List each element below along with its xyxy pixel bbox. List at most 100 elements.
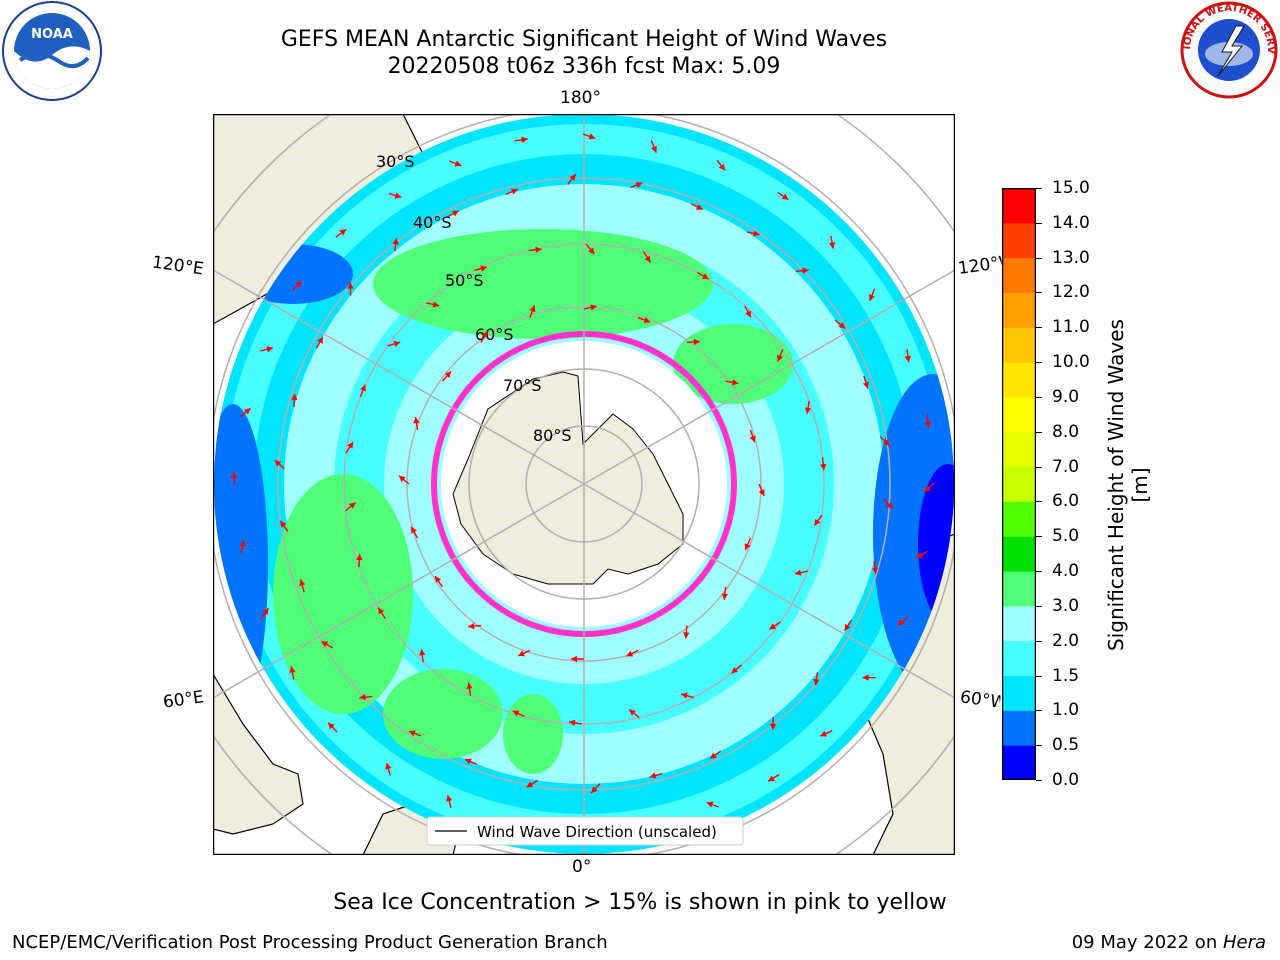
lat-label-40s: 40°S bbox=[413, 213, 452, 232]
wave-arrow-head bbox=[393, 340, 401, 348]
wave-arrow-head bbox=[701, 273, 709, 280]
wave-arrow-head bbox=[828, 242, 836, 249]
colorbar-segment bbox=[1002, 327, 1036, 363]
wave-arrow-head bbox=[794, 569, 802, 576]
latitude-labels: 30°S 40°S 50°S 60°S 70°S 80°S bbox=[376, 152, 572, 445]
wave-arrow-head bbox=[769, 623, 777, 630]
wave-arrow-head bbox=[886, 502, 893, 509]
wave-arrow-head bbox=[419, 649, 426, 656]
wave-arrow-head bbox=[838, 322, 846, 329]
colorbar-tick-label: 12.0 bbox=[1052, 282, 1090, 303]
wave-arrow-head bbox=[588, 133, 596, 140]
colorbar-tick-mark bbox=[1036, 640, 1042, 642]
colorbar-tick-mark bbox=[1036, 605, 1042, 607]
colorbar-tick-label: 3.0 bbox=[1052, 595, 1080, 616]
wave-arrow-head bbox=[706, 801, 714, 808]
wave-arrow-head bbox=[591, 786, 598, 793]
colorbar-tick-label: 15.0 bbox=[1052, 178, 1090, 198]
sea-ice-note: Sea Ice Concentration > 15% is shown in … bbox=[333, 890, 947, 915]
wave-arrow-head bbox=[758, 489, 765, 496]
wave-arrow-head bbox=[468, 622, 475, 630]
wave-arrow-head bbox=[749, 435, 756, 443]
date-text: 09 May 2022 on bbox=[1071, 932, 1223, 953]
wave-arrow-head bbox=[568, 719, 576, 727]
wave-arrow-head bbox=[718, 163, 726, 171]
wave-arrow-head bbox=[347, 282, 354, 289]
colorbar-tick-label: 0.0 bbox=[1052, 770, 1080, 790]
wave-arrow-head bbox=[695, 203, 703, 210]
wave-arrow-head bbox=[777, 354, 783, 362]
colorbar-tick-mark bbox=[1036, 501, 1042, 503]
machine-name: Hera bbox=[1222, 932, 1266, 953]
colorbar-tick-label: 1.0 bbox=[1052, 700, 1080, 721]
wave-arrow-head bbox=[813, 678, 820, 686]
colorbar-tick-label: 13.0 bbox=[1052, 247, 1090, 268]
wave-arrow-head bbox=[347, 441, 354, 449]
wave-arrow-head bbox=[262, 608, 269, 615]
colorbar-tick-label: 4.0 bbox=[1052, 561, 1080, 582]
wave-arrow-head bbox=[804, 407, 812, 414]
wave-arrow-head bbox=[512, 710, 520, 717]
wave-arrow-head bbox=[321, 641, 329, 648]
lon-label-60w: 60°W bbox=[958, 687, 1002, 713]
colorbar-tick-mark bbox=[1036, 292, 1042, 294]
wave-arrow-head bbox=[521, 136, 528, 143]
wave-arrow-head bbox=[266, 346, 273, 353]
wave-arrow-head bbox=[299, 579, 306, 587]
wave-arrow-head bbox=[435, 576, 442, 583]
wave-arrow-head bbox=[820, 730, 828, 737]
wave-max-region bbox=[373, 229, 713, 339]
colorbar-tick-mark bbox=[1036, 327, 1042, 329]
wave-arrow-head bbox=[588, 247, 595, 255]
wave-arrow-head bbox=[464, 758, 472, 765]
wave-arrow-head bbox=[289, 666, 296, 673]
colorbar-tick-mark bbox=[1036, 745, 1042, 747]
map-legend: Wind Wave Direction (unscaled) bbox=[426, 816, 744, 846]
wave-arrow-head bbox=[394, 192, 402, 199]
wave-arrow-head bbox=[644, 255, 651, 263]
wave-arrow-head bbox=[317, 336, 323, 344]
colorbar-segment bbox=[1002, 710, 1036, 746]
noaa-logo-text: NOAA bbox=[31, 27, 73, 42]
colorbar-tick-mark bbox=[1036, 536, 1042, 538]
wave-arrow-head bbox=[710, 752, 717, 759]
lat-label-70s: 70°S bbox=[503, 376, 542, 395]
wave-arrow-head bbox=[629, 709, 636, 716]
colorbar-tick-label: 10.0 bbox=[1052, 352, 1090, 373]
wave-arrow-head bbox=[820, 463, 827, 471]
colorbar-tick-label: 5.0 bbox=[1052, 526, 1080, 547]
wave-arrow-head bbox=[526, 781, 534, 788]
colorbar-tick-label: 9.0 bbox=[1052, 386, 1080, 407]
colorbar-segment bbox=[1002, 536, 1036, 572]
wave-arrow-head bbox=[693, 338, 700, 346]
colorbar-segment bbox=[1002, 362, 1036, 398]
colorbar-tick-mark bbox=[1036, 222, 1042, 224]
wave-arrow-head bbox=[904, 355, 912, 363]
africa-land bbox=[213, 672, 304, 835]
colorbar-tick-label: 7.0 bbox=[1052, 456, 1080, 477]
legend-text: Wind Wave Direction (unscaled) bbox=[477, 823, 717, 841]
colorbar-tick-mark bbox=[1036, 466, 1042, 468]
wave-arrow-head bbox=[683, 632, 690, 639]
wave-arrow-head bbox=[432, 301, 440, 308]
wave-arrow-head bbox=[731, 379, 739, 386]
colorbar-segment bbox=[1002, 745, 1036, 780]
wave-arrow-head bbox=[569, 174, 576, 181]
wave-arrow-head bbox=[643, 316, 651, 323]
colorbar-tick-mark bbox=[1036, 431, 1042, 433]
date-stamp: 09 May 2022 on Hera bbox=[1072, 932, 1266, 953]
colorbar-tick-label: 0.5 bbox=[1052, 735, 1080, 756]
wave-arrow-head bbox=[356, 554, 363, 561]
colorbar-segment bbox=[1002, 605, 1036, 642]
colorbar-segment bbox=[1002, 501, 1036, 537]
polar-map: 30°S 40°S 50°S 60°S 70°S 80°S Wind Wave … bbox=[213, 114, 955, 855]
lat-label-30s: 30°S bbox=[376, 152, 415, 171]
colorbar-tick-mark bbox=[1036, 571, 1042, 573]
wave-arrow-head bbox=[454, 160, 462, 167]
wave-arrow-head bbox=[518, 650, 525, 657]
chart-subtitle: 20220508 t06z 336h fcst Max: 5.09 bbox=[387, 54, 781, 79]
wave-arrow-head bbox=[781, 193, 789, 200]
wave-arrow-head bbox=[802, 267, 809, 274]
wave-arrow-head bbox=[744, 543, 751, 551]
wave-arrow-head bbox=[398, 475, 406, 483]
